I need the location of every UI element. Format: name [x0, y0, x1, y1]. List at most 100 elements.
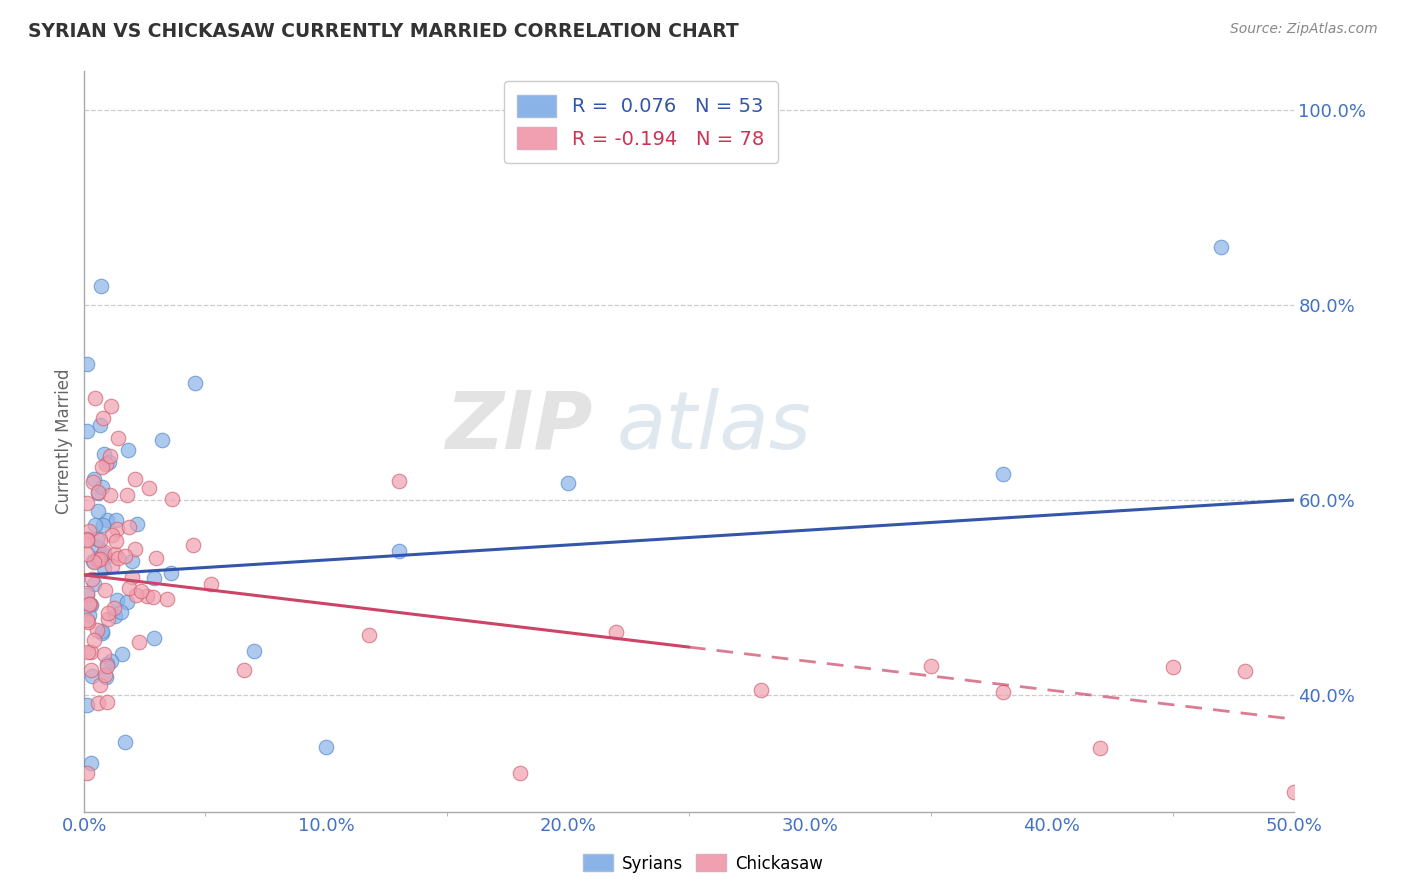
Point: [87, 553, 110, 567]
Point: [114, 549, 136, 563]
Point: [388, 543, 411, 558]
Point: [143, 571, 166, 585]
Text: Source: ZipAtlas.com: Source: ZipAtlas.com: [1230, 22, 1378, 37]
Point: [90, 626, 112, 640]
Point: [118, 581, 141, 595]
Point: [200, 577, 222, 591]
Point: [90, 624, 112, 639]
Point: [1282, 785, 1305, 799]
Point: [97, 612, 120, 626]
Point: [96, 659, 118, 673]
Point: [87, 485, 110, 500]
Point: [93, 668, 115, 682]
Point: [80, 599, 103, 613]
Point: [184, 376, 207, 390]
Point: [98, 449, 121, 463]
Point: [104, 608, 127, 623]
Point: [107, 551, 129, 566]
Point: [125, 588, 148, 602]
Point: [76, 586, 98, 600]
Point: [91, 547, 114, 561]
Point: [93, 545, 115, 559]
Point: [118, 519, 141, 533]
Point: [1161, 660, 1184, 674]
Point: [1088, 740, 1111, 755]
Point: [79, 524, 101, 539]
Point: [89, 417, 111, 432]
Point: [115, 594, 138, 608]
Point: [83, 472, 105, 486]
Point: [93, 549, 115, 564]
Point: [142, 590, 165, 604]
Point: [138, 481, 160, 495]
Point: [87, 551, 110, 566]
Legend: R =  0.076   N = 53, R = -0.194   N = 78: R = 0.076 N = 53, R = -0.194 N = 78: [503, 81, 778, 163]
Point: [124, 472, 146, 486]
Point: [77, 597, 100, 611]
Point: [94, 670, 117, 684]
Point: [114, 734, 136, 748]
Point: [107, 431, 129, 445]
Point: [100, 399, 122, 413]
Point: [83, 632, 105, 647]
Point: [96, 657, 118, 671]
Point: [83, 391, 105, 405]
Point: [100, 654, 122, 668]
Point: [127, 517, 149, 532]
Point: [315, 739, 337, 754]
Point: [121, 554, 143, 568]
Point: [79, 663, 101, 677]
Point: [91, 411, 114, 425]
Point: [87, 540, 110, 554]
Point: [76, 496, 98, 510]
Point: [76, 588, 98, 602]
Point: [94, 458, 117, 472]
Point: [87, 504, 110, 518]
Point: [105, 593, 128, 607]
Point: [1209, 240, 1232, 254]
Point: [105, 534, 128, 549]
Point: [76, 698, 98, 712]
Point: [920, 659, 942, 673]
Point: [242, 644, 264, 658]
Point: [91, 518, 114, 533]
Point: [90, 278, 112, 293]
Text: atlas: atlas: [616, 388, 811, 466]
Point: [117, 442, 139, 457]
Point: [80, 645, 103, 659]
Point: [110, 605, 132, 619]
Point: [83, 576, 105, 591]
Point: [93, 561, 115, 575]
Point: [89, 551, 111, 566]
Point: [80, 668, 103, 682]
Point: [76, 613, 98, 627]
Point: [557, 475, 579, 490]
Point: [76, 357, 98, 371]
Point: [233, 663, 256, 677]
Point: [104, 547, 127, 561]
Point: [89, 678, 111, 692]
Point: [97, 606, 120, 620]
Point: [76, 532, 98, 546]
Point: [143, 631, 166, 645]
Point: [98, 488, 121, 502]
Point: [84, 518, 107, 533]
Point: [93, 447, 115, 461]
Point: [105, 513, 128, 527]
Point: [77, 645, 100, 659]
Point: [388, 474, 411, 488]
Point: [993, 467, 1015, 481]
Point: [160, 566, 183, 580]
Point: [100, 558, 122, 573]
Point: [82, 554, 104, 568]
Point: [155, 591, 177, 606]
Point: [1234, 664, 1257, 678]
Point: [101, 527, 124, 541]
Point: [111, 647, 134, 661]
Text: SYRIAN VS CHICKASAW CURRENTLY MARRIED CORRELATION CHART: SYRIAN VS CHICKASAW CURRENTLY MARRIED CO…: [28, 22, 740, 41]
Point: [77, 615, 100, 629]
Point: [93, 647, 115, 661]
Point: [76, 766, 98, 780]
Point: [103, 601, 125, 615]
Point: [160, 491, 183, 506]
